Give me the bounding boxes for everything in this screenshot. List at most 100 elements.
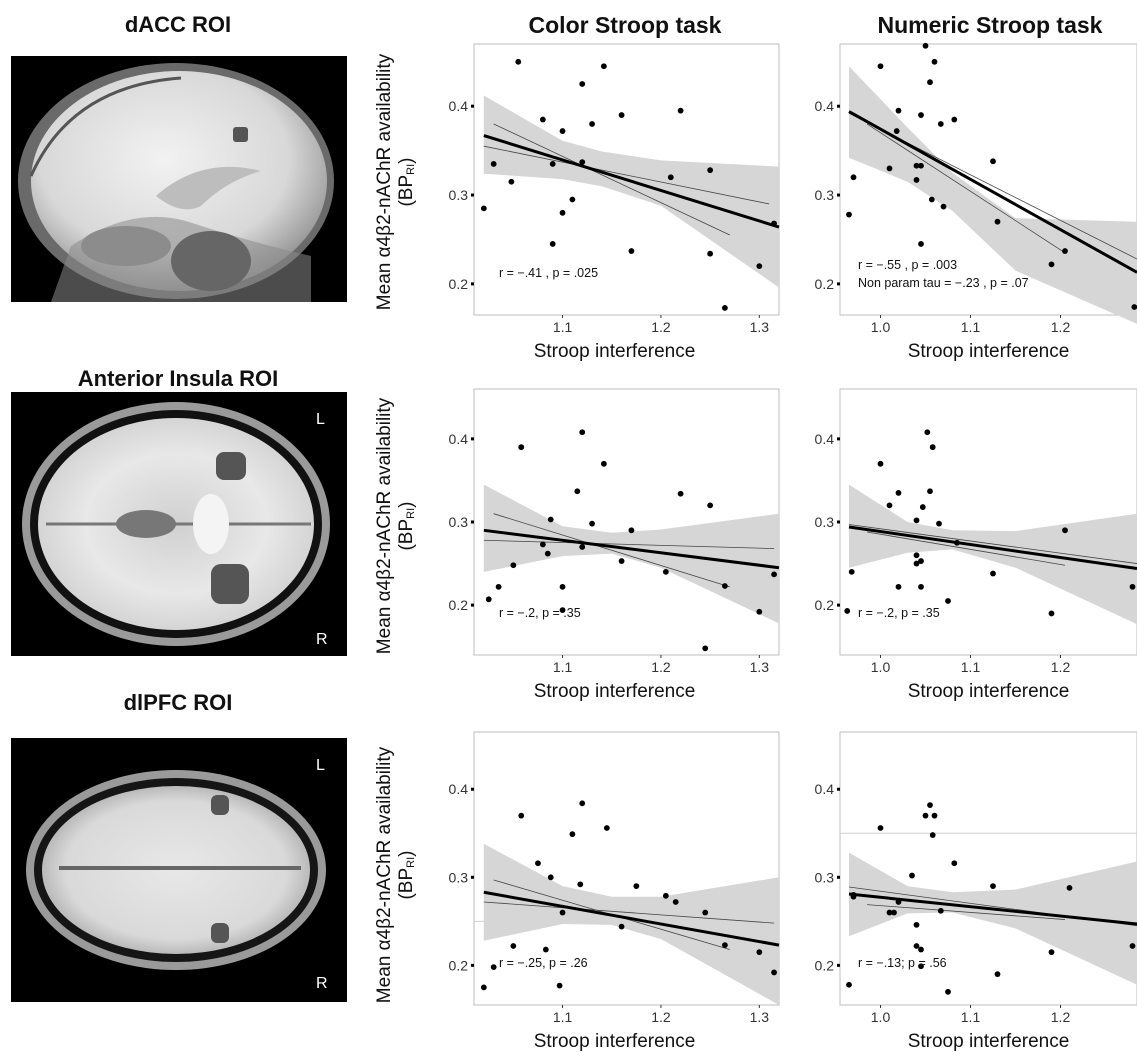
panel-6-data-point-4 bbox=[877, 825, 884, 831]
panel-1-data-point-2 bbox=[490, 161, 497, 167]
panel-3-regression-line bbox=[483, 528, 780, 570]
panel-5-ytick-mark-3 bbox=[471, 787, 474, 791]
panel-4-data-point-7 bbox=[913, 517, 920, 524]
panel-4-data-point-8 bbox=[913, 552, 920, 559]
panel-5-data-point-10 bbox=[569, 831, 576, 838]
panel-6-ytick-mark-2 bbox=[837, 875, 840, 879]
panel-1-data-point-9 bbox=[559, 128, 566, 134]
panel-3-ytick-mark-3 bbox=[471, 437, 474, 441]
panel-6-data-point-22 bbox=[1048, 949, 1055, 956]
panel-1-ytick-mark-1 bbox=[471, 282, 474, 286]
panel-1-data-point-14 bbox=[600, 63, 607, 70]
panel-4-data-point-3 bbox=[877, 460, 884, 467]
panel-6-data-point-6 bbox=[891, 909, 897, 916]
panel-5-data-point-18 bbox=[702, 909, 709, 916]
panel-1-data-point-1 bbox=[480, 205, 487, 212]
panel-5-annotation-1: r = −.25, p = .26 bbox=[499, 956, 588, 970]
panel-1-thin-line-2 bbox=[493, 123, 730, 236]
panel-6-data-point-5 bbox=[886, 909, 893, 916]
panel-6-xaxis-label: Stroop interference bbox=[908, 1031, 1070, 1052]
panel-5-data-point-1 bbox=[480, 984, 487, 991]
panel-2-annotation-2: Non param tau = −.23 , p = .07 bbox=[858, 276, 1029, 290]
panel-4-data-point-15 bbox=[929, 444, 936, 451]
panel-2-data-point-12 bbox=[922, 42, 929, 49]
panel-1-thin-line-1 bbox=[483, 145, 770, 205]
panel-2-ytick-label-3: 0.4 bbox=[815, 98, 835, 114]
panel-3-data-point-14 bbox=[600, 460, 607, 467]
panel-5-xaxis-label: Stroop interference bbox=[534, 1031, 696, 1052]
panel-3-data-point-23 bbox=[771, 571, 777, 578]
panel-6-data-point-20 bbox=[990, 883, 996, 890]
panel-6-xtick-label-1: 1.0 bbox=[871, 1009, 891, 1025]
panel-4-ytick-label-3: 0.4 bbox=[815, 431, 835, 447]
panel-5-ytick-mark-2 bbox=[471, 875, 474, 879]
panel-6-ytick-mark-1 bbox=[837, 963, 840, 967]
panel-6-data-point-19 bbox=[951, 860, 958, 867]
panel-4-thin-line-2 bbox=[866, 531, 1066, 566]
panel-2-data-point-23 bbox=[1131, 304, 1137, 310]
panel-2-data-point-19 bbox=[990, 158, 996, 165]
panel-6-data-point-3 bbox=[850, 892, 857, 898]
panel-6-data-point-18 bbox=[945, 988, 951, 995]
panel-1-xaxis-label: Stroop interference bbox=[534, 341, 696, 362]
panel-5-data-point-5 bbox=[535, 860, 541, 867]
panel-3-data-point-6 bbox=[544, 550, 551, 557]
panel-1-xtick-label-3: 1.3 bbox=[750, 319, 770, 335]
panel-5-regression-line bbox=[483, 890, 780, 947]
panel-4-data-point-6 bbox=[895, 583, 902, 590]
panel-3-thin-line-2 bbox=[493, 513, 730, 588]
panel-2-data-point-10 bbox=[918, 241, 924, 247]
panel-6-ytick-label-2: 0.3 bbox=[815, 869, 835, 885]
panel-5-data-point-19 bbox=[721, 942, 728, 949]
panel-2-xtick-label-1: 1.0 bbox=[871, 319, 891, 335]
panel-3-ytick-label-2: 0.3 bbox=[449, 514, 469, 530]
panel-5-data-point-20 bbox=[756, 949, 763, 956]
panel-4-xtick-label-1: 1.0 bbox=[871, 659, 891, 675]
panel-2-data-point-3 bbox=[877, 63, 884, 70]
panel-4-data-point-4 bbox=[886, 502, 893, 509]
panel-2-data-point-22 bbox=[1062, 248, 1068, 254]
panel-2-data-point-17 bbox=[940, 203, 947, 210]
panel-5-data-point-21 bbox=[771, 969, 777, 976]
panel-3-data-point-10 bbox=[574, 488, 581, 495]
panel-2-confidence-band bbox=[849, 66, 1137, 324]
panel-1-ytick-label-3: 0.4 bbox=[449, 98, 469, 114]
panel-4-xtick-label-3: 1.2 bbox=[1051, 659, 1071, 675]
panel-4-xaxis-label: Stroop interference bbox=[908, 681, 1070, 702]
panel-1-xtick-label-1: 1.1 bbox=[553, 319, 573, 335]
panel-4-data-point-21 bbox=[1062, 527, 1068, 534]
panel-5-thin-line-1 bbox=[483, 901, 775, 924]
panel-5-confidence-band bbox=[483, 843, 779, 1005]
panel-4-ytick-label-1: 0.2 bbox=[815, 597, 835, 613]
panel-2-xtick-label-3: 1.2 bbox=[1051, 319, 1071, 335]
panel-2-xaxis-label: Stroop interference bbox=[908, 341, 1070, 362]
panel-5-data-point-17 bbox=[672, 899, 679, 905]
panel-5-data-point-8 bbox=[556, 982, 563, 989]
brain-label-right-2: R bbox=[316, 975, 328, 992]
panel-6-data-point-8 bbox=[909, 872, 915, 879]
panel-6-data-point-10 bbox=[913, 921, 920, 928]
panel-2-ytick-mark-3 bbox=[837, 104, 840, 108]
panel-5-ytick-label-1: 0.2 bbox=[449, 957, 469, 973]
panel-4-data-point-11 bbox=[918, 583, 924, 590]
panel-3-ytick-mark-2 bbox=[471, 520, 474, 524]
roi-title-dlpfc: dlPFC ROI bbox=[123, 690, 233, 715]
panel-3-data-point-12 bbox=[579, 429, 586, 436]
panel-4-regression-line bbox=[848, 525, 1137, 571]
column-title-numeric-stroop: Numeric Stroop task bbox=[877, 12, 1103, 38]
panel-3-data-point-18 bbox=[677, 490, 684, 497]
panel-1-data-point-16 bbox=[628, 248, 635, 254]
panel-6-data-point-13 bbox=[922, 812, 929, 819]
panel-3-xtick-label-2: 1.2 bbox=[651, 659, 671, 675]
panel-6-data-point-14 bbox=[927, 802, 933, 808]
panel-5-xtick-label-3: 1.3 bbox=[750, 1009, 770, 1025]
panel-4-data-point-18 bbox=[954, 539, 960, 546]
panel-2-data-point-15 bbox=[931, 58, 938, 65]
brain-image-dlpfc: L R bbox=[11, 738, 347, 1002]
panel-5-data-point-7 bbox=[547, 874, 554, 881]
panel-6-ytick-mark-3 bbox=[837, 787, 840, 791]
panel-5-xtick-label-2: 1.2 bbox=[651, 1009, 671, 1025]
roi-blob-dlpfc-right bbox=[211, 923, 229, 943]
panel-2-data-point-1 bbox=[846, 211, 852, 218]
